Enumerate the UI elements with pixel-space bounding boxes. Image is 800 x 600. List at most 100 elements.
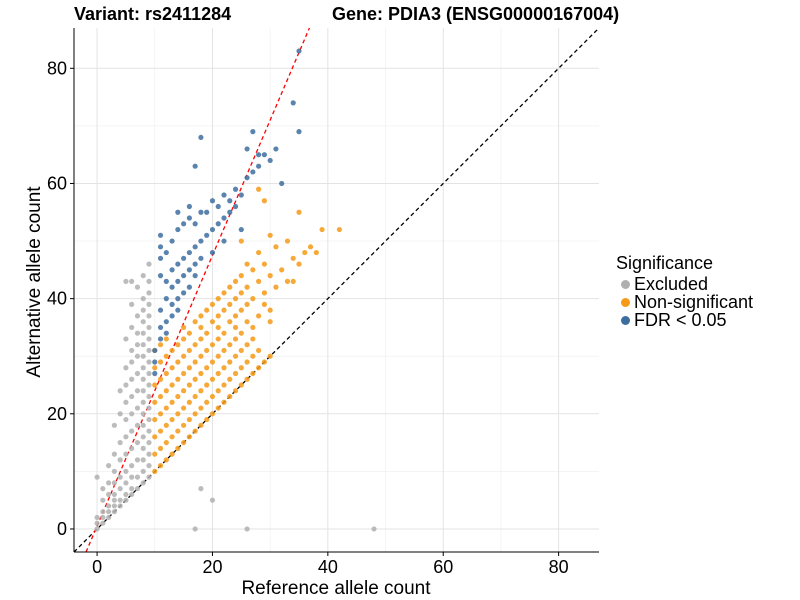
data-point-excluded bbox=[129, 359, 135, 365]
data-point-non-significant bbox=[186, 365, 192, 371]
data-point-excluded bbox=[146, 393, 152, 400]
data-point-fdr-0-05 bbox=[186, 249, 192, 256]
data-point-non-significant bbox=[181, 370, 187, 377]
data-point-excluded bbox=[117, 486, 123, 492]
data-point-fdr-0-05 bbox=[198, 209, 204, 215]
data-point-non-significant bbox=[198, 370, 204, 377]
data-point-non-significant bbox=[181, 405, 187, 411]
data-point-non-significant bbox=[261, 198, 267, 204]
data-point-excluded bbox=[100, 520, 106, 526]
data-point-excluded bbox=[111, 491, 117, 498]
data-point-non-significant bbox=[175, 445, 181, 451]
data-point-non-significant bbox=[221, 382, 227, 388]
data-point-non-significant bbox=[204, 399, 210, 405]
data-point-non-significant bbox=[181, 336, 187, 342]
chart-title-variant: Variant: rs2411284 bbox=[74, 4, 232, 24]
data-point-excluded bbox=[244, 526, 250, 532]
data-point-non-significant bbox=[186, 330, 192, 336]
data-point-non-significant bbox=[256, 313, 262, 319]
data-point-non-significant bbox=[181, 439, 187, 446]
data-point-non-significant bbox=[198, 422, 204, 428]
data-point-fdr-0-05 bbox=[221, 215, 227, 221]
data-point-excluded bbox=[117, 388, 123, 394]
data-point-fdr-0-05 bbox=[169, 238, 175, 244]
data-point-excluded bbox=[140, 342, 146, 348]
data-point-excluded bbox=[129, 347, 135, 354]
data-point-non-significant bbox=[238, 238, 244, 244]
data-point-excluded bbox=[111, 503, 117, 509]
data-point-excluded bbox=[111, 509, 117, 515]
x-tick-label: 40 bbox=[318, 557, 338, 577]
data-point-non-significant bbox=[198, 324, 204, 331]
data-point-non-significant bbox=[204, 307, 210, 313]
data-point-fdr-0-05 bbox=[186, 267, 192, 273]
data-point-non-significant bbox=[152, 365, 158, 371]
data-point-non-significant bbox=[152, 434, 158, 440]
y-tick-label: 40 bbox=[47, 289, 67, 309]
data-point-non-significant bbox=[209, 359, 216, 365]
data-point-non-significant bbox=[227, 359, 233, 365]
data-point-fdr-0-05 bbox=[198, 134, 204, 141]
data-point-excluded bbox=[146, 382, 152, 388]
data-point-fdr-0-05 bbox=[244, 146, 250, 152]
data-point-non-significant bbox=[181, 388, 187, 394]
legend-label-excluded: Excluded bbox=[634, 273, 709, 294]
data-point-excluded bbox=[117, 503, 123, 509]
data-point-non-significant bbox=[290, 255, 296, 261]
data-point-fdr-0-05 bbox=[198, 255, 204, 261]
data-point-non-significant bbox=[232, 370, 239, 377]
data-point-fdr-0-05 bbox=[157, 244, 164, 250]
data-point-excluded bbox=[146, 439, 152, 446]
data-point-non-significant bbox=[250, 370, 256, 377]
x-tick-label: 0 bbox=[92, 557, 102, 577]
data-point-non-significant bbox=[238, 273, 244, 279]
data-point-excluded bbox=[106, 514, 112, 521]
data-point-fdr-0-05 bbox=[267, 157, 273, 164]
data-point-non-significant bbox=[238, 347, 244, 354]
data-point-excluded bbox=[140, 376, 146, 382]
data-point-fdr-0-05 bbox=[175, 278, 181, 284]
data-point-fdr-0-05 bbox=[244, 175, 250, 181]
data-point-fdr-0-05 bbox=[238, 226, 244, 233]
data-point-non-significant bbox=[157, 342, 164, 348]
data-point-excluded bbox=[146, 451, 152, 457]
data-point-excluded bbox=[123, 491, 129, 498]
data-point-non-significant bbox=[250, 296, 256, 302]
data-point-non-significant bbox=[157, 359, 164, 365]
data-point-fdr-0-05 bbox=[157, 307, 164, 313]
data-point-fdr-0-05 bbox=[192, 163, 198, 169]
data-point-excluded bbox=[123, 468, 129, 474]
data-point-non-significant bbox=[267, 307, 273, 313]
data-point-non-significant bbox=[186, 399, 192, 405]
data-point-non-significant bbox=[250, 324, 256, 331]
data-point-excluded bbox=[94, 514, 100, 521]
data-point-non-significant bbox=[273, 244, 279, 250]
legend-dot-non-significant bbox=[621, 297, 630, 307]
data-point-excluded bbox=[100, 486, 106, 492]
data-point-non-significant bbox=[232, 278, 239, 284]
data-point-fdr-0-05 bbox=[163, 278, 169, 284]
reference-line-fitted bbox=[85, 27, 311, 553]
data-point-fdr-0-05 bbox=[169, 284, 175, 290]
data-point-excluded bbox=[117, 439, 123, 446]
data-point-fdr-0-05 bbox=[181, 290, 187, 296]
data-point-non-significant bbox=[186, 434, 192, 440]
data-point-non-significant bbox=[261, 359, 267, 365]
data-point-non-significant bbox=[244, 376, 250, 382]
data-point-non-significant bbox=[192, 376, 198, 382]
data-point-excluded bbox=[111, 497, 117, 503]
data-point-non-significant bbox=[192, 359, 198, 365]
x-tick-label: 60 bbox=[433, 557, 453, 577]
data-point-fdr-0-05 bbox=[175, 296, 181, 302]
data-point-fdr-0-05 bbox=[221, 192, 227, 198]
data-point-non-significant bbox=[256, 365, 262, 371]
data-point-excluded bbox=[146, 416, 152, 423]
data-point-excluded bbox=[129, 393, 135, 400]
data-point-excluded bbox=[146, 336, 152, 342]
data-point-excluded bbox=[140, 388, 146, 394]
data-point-non-significant bbox=[215, 370, 221, 377]
data-point-excluded bbox=[123, 451, 129, 457]
data-point-non-significant bbox=[319, 226, 325, 233]
data-point-fdr-0-05 bbox=[192, 221, 198, 227]
data-point-fdr-0-05 bbox=[157, 324, 164, 331]
